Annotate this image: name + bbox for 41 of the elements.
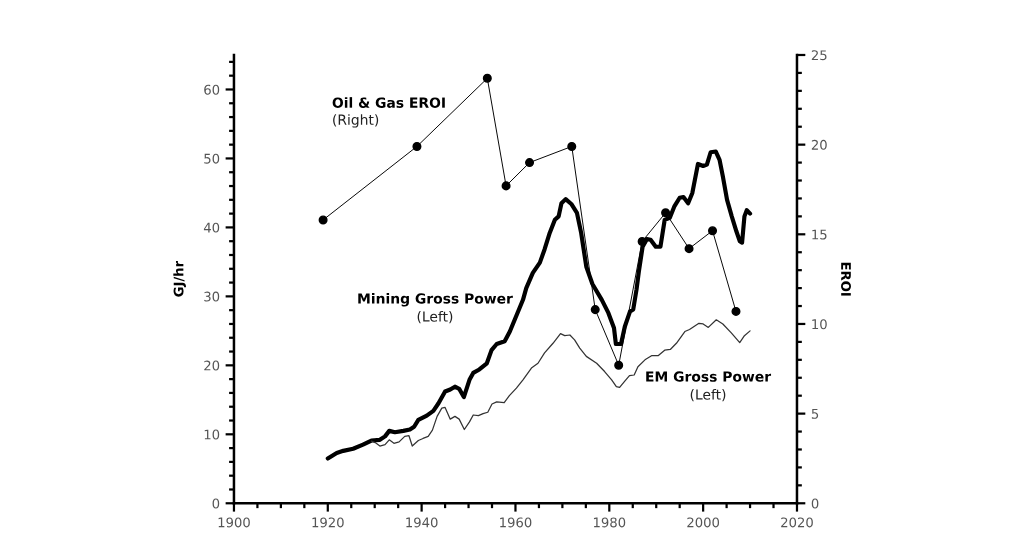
y-tick-label: 10 bbox=[204, 429, 220, 440]
y-tick-label: 0 bbox=[212, 498, 220, 509]
point bbox=[318, 215, 328, 225]
y2-tick-label: 25 bbox=[811, 50, 827, 61]
x-tick-label: 1960 bbox=[500, 517, 532, 528]
x-tick-label: 1980 bbox=[593, 517, 626, 528]
y2-axis-title: EROI bbox=[841, 262, 851, 296]
series-label: EM Gross Power bbox=[646, 371, 772, 382]
x-tick-label: 1920 bbox=[312, 517, 344, 528]
point bbox=[637, 236, 647, 246]
x-tick-label: 1900 bbox=[218, 517, 250, 528]
point bbox=[567, 141, 577, 151]
y2-tick-label: 5 bbox=[811, 409, 819, 419]
y2-tick-label: 20 bbox=[811, 139, 827, 150]
point bbox=[412, 141, 422, 151]
series-label: Mining Gross Power bbox=[358, 292, 513, 307]
y2-tick-label: 15 bbox=[812, 229, 827, 240]
y2-tick-label: 10 bbox=[812, 319, 827, 330]
x-tick-label: 2000 bbox=[687, 517, 720, 528]
y2-tick-label: 0 bbox=[811, 498, 819, 509]
point bbox=[708, 226, 718, 236]
y-tick-label: 30 bbox=[204, 291, 220, 302]
point bbox=[501, 181, 511, 191]
annotation: (Left) bbox=[417, 310, 453, 324]
x-tick-label: 1940 bbox=[406, 517, 438, 528]
y-tick-label: 40 bbox=[203, 222, 220, 233]
point bbox=[525, 158, 535, 168]
point bbox=[614, 360, 624, 370]
point bbox=[661, 208, 671, 218]
annotation: (Left) bbox=[690, 388, 726, 402]
y-tick-label: 20 bbox=[204, 360, 220, 371]
point bbox=[590, 305, 600, 315]
y-tick-label: 50 bbox=[204, 153, 220, 164]
x-tick-label: 2020 bbox=[781, 517, 813, 528]
y-tick-label: 60 bbox=[204, 84, 220, 95]
y-axis-title: GJ/hr bbox=[173, 260, 186, 297]
annotation: (Right) bbox=[333, 114, 379, 128]
series-label: Oil & Gas EROI bbox=[332, 97, 445, 108]
point bbox=[731, 306, 741, 316]
point bbox=[482, 73, 492, 83]
point bbox=[684, 244, 694, 254]
